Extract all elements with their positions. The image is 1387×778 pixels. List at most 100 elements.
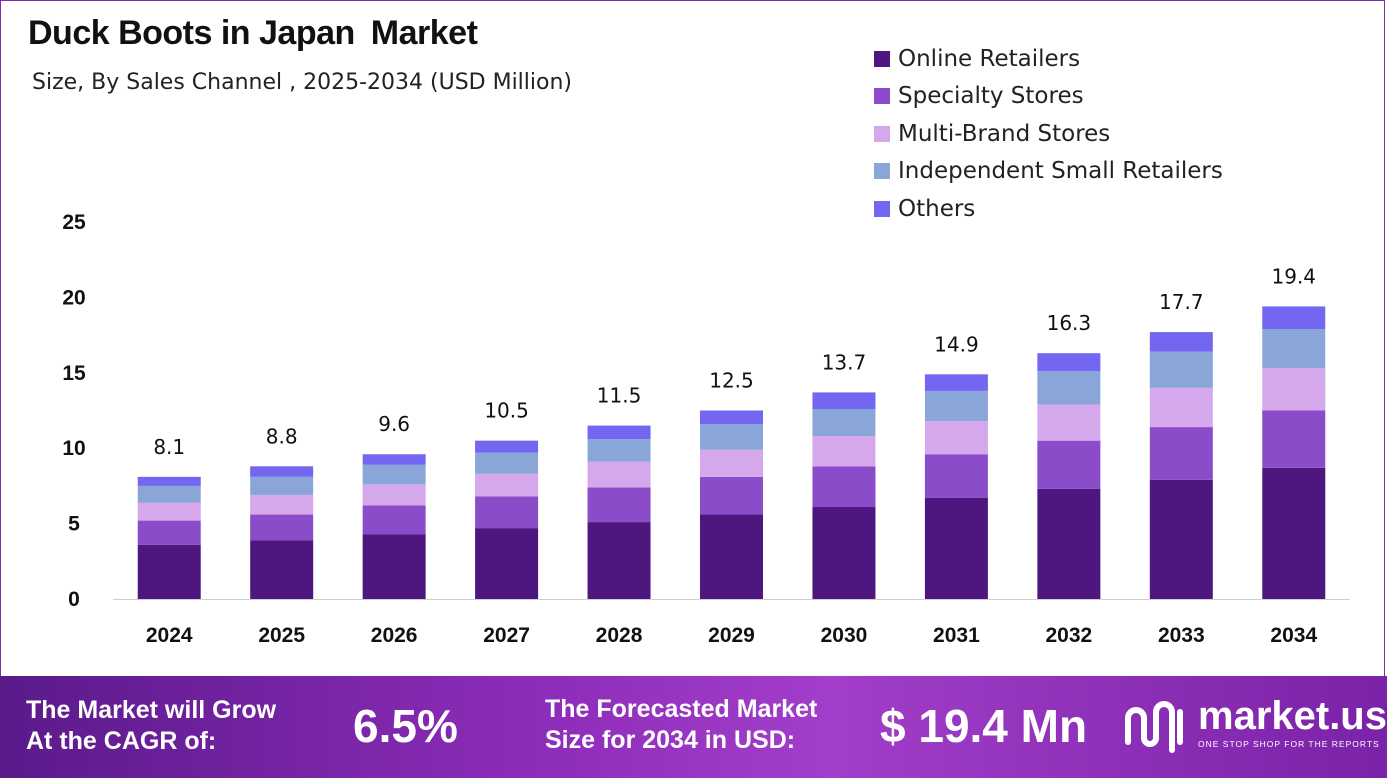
legend-item-online-retailers: Online Retailers: [874, 40, 1223, 78]
legend-item-multi-brand-stores: Multi-Brand Stores: [874, 115, 1223, 153]
bar-segment-multi-brand-stores-2031: [924, 421, 988, 455]
y-tick-label: 20: [62, 286, 85, 309]
bar-segment-independent-small-retailers-2024: [137, 485, 201, 503]
x-tick-label: 2031: [933, 624, 980, 647]
legend-label: Independent Small Retailers: [898, 158, 1223, 185]
bar-segment-independent-small-retailers-2032: [1037, 371, 1101, 405]
bar-segment-multi-brand-stores-2032: [1037, 404, 1101, 441]
x-tick-label: 2028: [596, 624, 643, 647]
bar-segment-independent-small-retailers-2025: [250, 476, 314, 495]
forecast-label-line1: The Forecasted Market: [545, 695, 818, 723]
cagr-value: 6.5%: [353, 700, 458, 752]
legend-label: Others: [898, 195, 976, 222]
x-tick-label: 2033: [1158, 624, 1205, 647]
bar-segment-online-retailers-2028: [587, 522, 651, 599]
bar-segment-specialty-stores-2034: [1262, 410, 1326, 468]
legend: Online Retailers Specialty Stores Multi-…: [874, 40, 1223, 228]
bar-total-label: 12.5: [709, 369, 754, 393]
x-tick-label: 2026: [371, 624, 418, 647]
bar-segment-multi-brand-stores-2024: [137, 502, 201, 521]
bar-total-label: 16.3: [1047, 311, 1092, 335]
bar-segment-others-2029: [700, 410, 763, 425]
bar-total-label: 8.1: [153, 435, 185, 459]
x-tick-label: 2029: [708, 624, 755, 647]
legend-swatch: [874, 88, 890, 105]
bar-total-label: 11.5: [597, 384, 642, 408]
bar-segment-others-2030: [812, 392, 876, 409]
legend-swatch: [874, 125, 890, 142]
bar-segment-multi-brand-stores-2028: [587, 461, 651, 488]
bar-segment-independent-small-retailers-2034: [1262, 329, 1326, 369]
bar-total-label: 17.7: [1159, 290, 1204, 314]
bar-segment-online-retailers-2031: [924, 497, 988, 599]
bar-segment-independent-small-retailers-2030: [812, 408, 876, 437]
bar-segment-online-retailers-2026: [362, 534, 426, 599]
legend-label: Multi-Brand Stores: [898, 120, 1111, 147]
x-tick-label: 2024: [146, 624, 193, 647]
y-tick-label: 15: [62, 362, 86, 385]
legend-swatch: [874, 200, 890, 217]
bar-segment-multi-brand-stores-2026: [362, 484, 426, 506]
bar-segment-multi-brand-stores-2027: [475, 473, 539, 497]
bar-segment-online-retailers-2027: [475, 528, 539, 599]
bar-segment-multi-brand-stores-2030: [812, 436, 876, 467]
bar-segment-others-2028: [587, 425, 651, 440]
bar-segment-specialty-stores-2033: [1149, 427, 1213, 480]
legend-item-specialty-stores: Specialty Stores: [874, 78, 1223, 116]
bar-segment-independent-small-retailers-2029: [700, 424, 763, 450]
bar-segment-online-retailers-2029: [700, 514, 763, 599]
legend-swatch: [874, 163, 890, 180]
bar-total-label: 13.7: [822, 350, 867, 374]
legend-swatch: [874, 50, 890, 67]
legend-label: Online Retailers: [898, 45, 1081, 72]
bar-segment-others-2024: [137, 476, 201, 486]
bar-segment-multi-brand-stores-2033: [1149, 387, 1213, 428]
bar-segment-independent-small-retailers-2033: [1149, 351, 1213, 388]
bar-segment-others-2026: [362, 454, 426, 465]
bar-segment-multi-brand-stores-2025: [250, 494, 314, 515]
bar-total-label: 14.9: [934, 332, 979, 356]
x-tick-label: 2030: [821, 624, 868, 647]
bar-segment-independent-small-retailers-2031: [924, 390, 988, 422]
bar-segment-specialty-stores-2025: [250, 514, 314, 541]
bar-segment-others-2025: [250, 466, 314, 477]
forecast-label-line2: Size for 2034 in USD:: [545, 726, 796, 754]
brand-tagline: ONE STOP SHOP FOR THE REPORTS: [1198, 739, 1380, 749]
y-tick-label: 5: [68, 513, 80, 536]
cagr-label-line2: At the CAGR of:: [26, 727, 217, 755]
bar-segment-online-retailers-2024: [137, 544, 201, 599]
bar-segment-specialty-stores-2026: [362, 505, 426, 535]
bar-segment-others-2027: [475, 440, 539, 453]
title-part2: Market: [370, 14, 478, 52]
bar-segment-specialty-stores-2028: [587, 487, 651, 523]
bar-segment-independent-small-retailers-2028: [587, 439, 651, 462]
bar-total-label: 19.4: [1272, 264, 1317, 288]
x-tick-label: 2027: [483, 624, 530, 647]
chart-subtitle: Size, By Sales Channel , 2025-2034 (USD …: [32, 70, 573, 95]
y-tick-label: 25: [62, 211, 86, 234]
bar-segment-independent-small-retailers-2026: [362, 464, 426, 485]
bar-segment-specialty-stores-2029: [700, 476, 763, 515]
bar-segment-specialty-stores-2030: [812, 466, 876, 508]
stacked-bar-chart: 05101520258.120248.820259.6202610.520271…: [62, 211, 1350, 647]
market-us-logo-icon: [1125, 701, 1183, 753]
bar-segment-multi-brand-stores-2029: [700, 449, 763, 477]
x-tick-label: 2025: [258, 624, 305, 647]
bar-segment-others-2034: [1262, 306, 1326, 330]
bar-total-label: 9.6: [378, 412, 410, 436]
brand-name: market.us: [1198, 694, 1387, 738]
bar-segment-others-2033: [1149, 332, 1213, 352]
chart-title: Duck Boots in Japan Market: [28, 14, 478, 53]
cagr-label-line1: The Market will Grow: [26, 696, 277, 724]
legend-label: Specialty Stores: [898, 83, 1084, 110]
cagr-label: The Market will Grow At the CAGR of:: [26, 695, 276, 757]
forecast-label: The Forecasted Market Size for 2034 in U…: [545, 694, 817, 756]
legend-item-independent-small-retailers: Independent Small Retailers: [874, 153, 1223, 191]
bar-segment-online-retailers-2032: [1037, 488, 1101, 599]
y-tick-label: 10: [62, 437, 85, 460]
bar-segment-specialty-stores-2024: [137, 520, 201, 545]
bar-segment-multi-brand-stores-2034: [1262, 368, 1326, 411]
x-tick-label: 2032: [1046, 624, 1093, 647]
footer-banner: The Market will Grow At the CAGR of: 6.5…: [0, 676, 1387, 778]
bar-segment-others-2031: [924, 374, 988, 391]
